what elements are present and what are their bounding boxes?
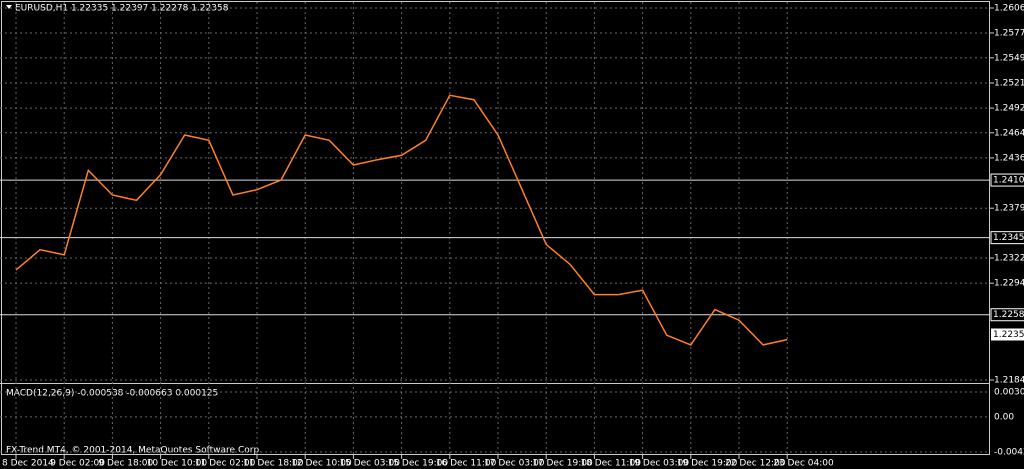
footer: FX-Trend MT4, © 2001-2014, MetaQuotes So… bbox=[6, 446, 262, 456]
level-box bbox=[990, 231, 1024, 245]
x-tick-label: 22 Dec 12:00 bbox=[725, 459, 786, 469]
y-tick-label: 1.23790 bbox=[994, 204, 1024, 214]
x-tick-label: 9 Dec 18:00 bbox=[98, 459, 153, 469]
y-tick-label: 1.25777 bbox=[994, 28, 1024, 38]
frame bbox=[1, 1, 990, 455]
x-tick-label: 19 Dec 03:00 bbox=[629, 459, 690, 469]
x-tick-label: 9 Dec 02:00 bbox=[50, 459, 105, 469]
x-tick-label: 17 Dec 03:00 bbox=[484, 459, 545, 469]
y-tick-label: 1.26060 bbox=[994, 4, 1024, 14]
y-tick-label: 1.24360 bbox=[994, 153, 1024, 163]
x-tick-label: 11 Dec 18:00 bbox=[243, 459, 304, 469]
level-label: 1.22582 bbox=[993, 310, 1024, 320]
y-tick-label: 1.25495 bbox=[994, 53, 1024, 63]
x-tick-label: 11 Dec 02:00 bbox=[195, 459, 256, 469]
y-tick-label: 1.21842 bbox=[994, 376, 1024, 386]
last-price-box bbox=[991, 328, 1024, 341]
y-tick-label: 1.24645 bbox=[994, 128, 1024, 138]
macd-tick-label: -0.004285 bbox=[994, 448, 1024, 458]
menu-arrow[interactable] bbox=[6, 5, 12, 9]
x-tick-label: 10 Dec 10:00 bbox=[147, 459, 208, 469]
level-label: 1.23456 bbox=[993, 233, 1024, 243]
y-tick-label: 1.24925 bbox=[994, 104, 1024, 114]
macd-tick-label: 0.00 bbox=[994, 412, 1014, 422]
x-tick-label: 15 Dec 03:00 bbox=[339, 459, 400, 469]
level-box bbox=[990, 173, 1024, 187]
x-tick-label: 15 Dec 19:00 bbox=[388, 459, 449, 469]
y-tick-label: 1.22940 bbox=[994, 279, 1024, 289]
last-price-label: 1.22358 bbox=[993, 330, 1024, 340]
x-tick-label: 17 Dec 19:00 bbox=[532, 459, 593, 469]
y-tick-label: 1.25210 bbox=[994, 78, 1024, 88]
level-label: 1.24109 bbox=[993, 176, 1024, 186]
macd-tick-label: 0.003024 bbox=[994, 388, 1024, 398]
x-tick-label: 19 Dec 19:00 bbox=[677, 459, 738, 469]
x-tick-label: 18 Dec 11:00 bbox=[580, 459, 641, 469]
level-box bbox=[990, 308, 1024, 322]
y-tick-label: 1.23225 bbox=[994, 254, 1024, 264]
x-tick-label: 16 Dec 11:00 bbox=[436, 459, 497, 469]
x-tick-label: 23 Dec 04:00 bbox=[773, 459, 834, 469]
price-line bbox=[15, 94, 788, 346]
x-tick-label: 12 Dec 10:00 bbox=[291, 459, 352, 469]
x-tick-label: 8 Dec 2014 bbox=[2, 459, 54, 469]
